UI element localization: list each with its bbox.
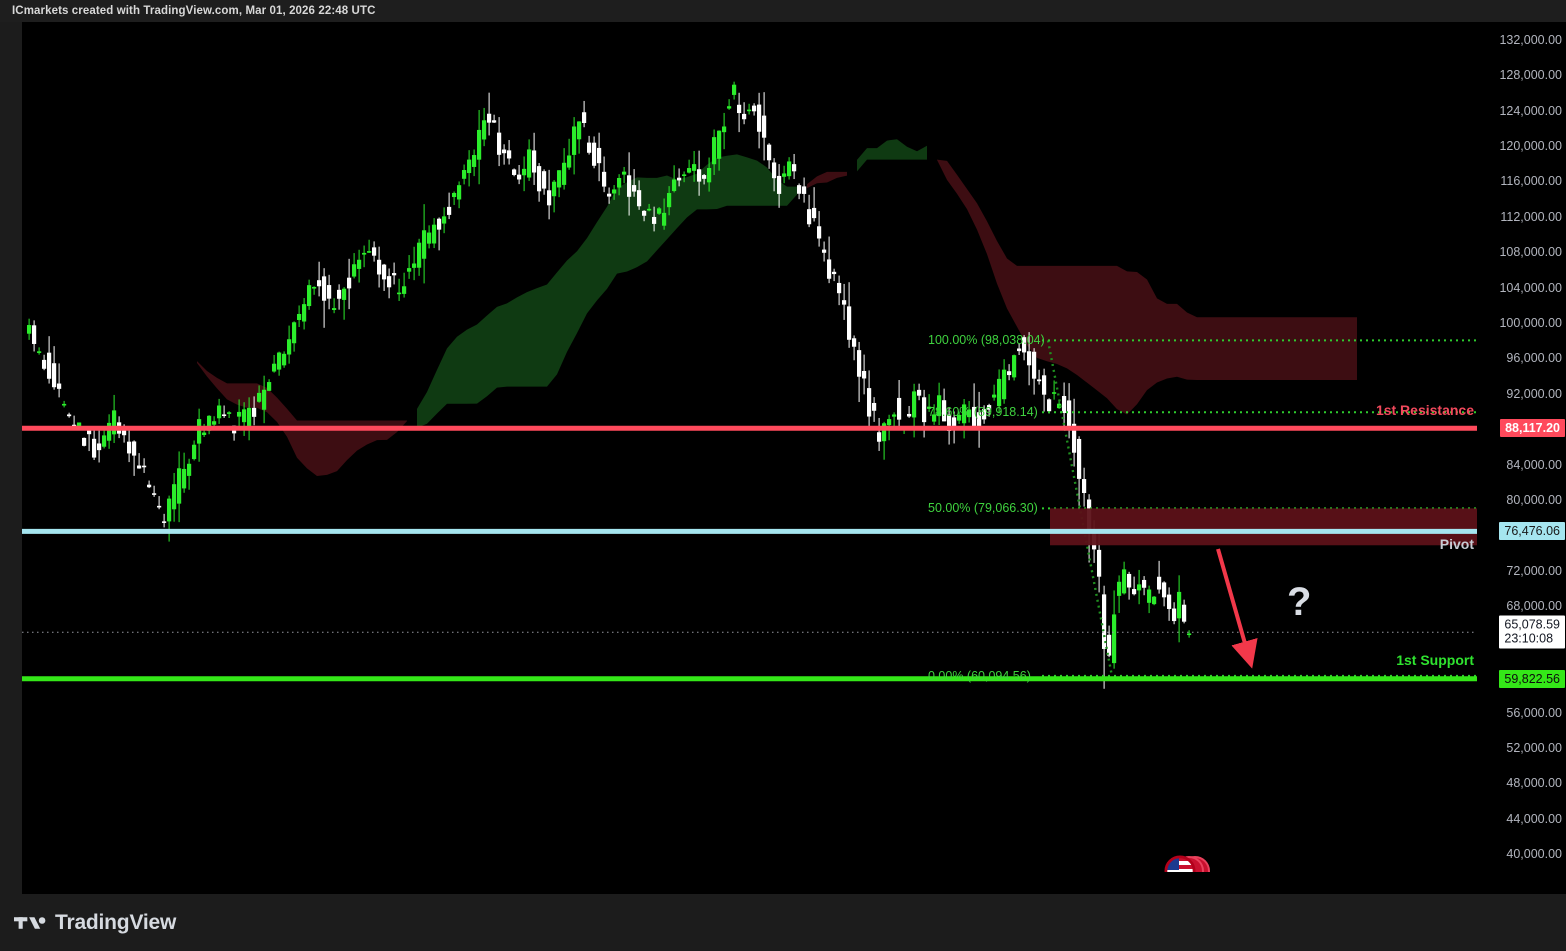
current-price-value: 65,078.59 [1504,617,1560,632]
price-tick: 92,000.00 [1506,386,1562,401]
pivot-price-tag[interactable]: 76,476.06 [1499,522,1565,541]
tradingview-logo-text: TradingView [55,910,177,934]
price-tick: 104,000.00 [1499,280,1562,295]
plot-svg [22,81,1477,689]
price-tick: 68,000.00 [1506,599,1562,614]
price-tick: 48,000.00 [1506,776,1562,791]
attribution-text: ICmarkets created with TradingView.com, … [12,5,376,17]
price-tick: 56,000.00 [1506,705,1562,720]
price-tick: 40,000.00 [1506,847,1562,862]
ichimoku-cloud [27,139,1357,477]
fib-label-100: 100.00% (98,038.04) [928,333,1045,348]
price-tick: 80,000.00 [1506,493,1562,508]
price-pane[interactable]: 100.00% (98,038.04) 78.60% (89,918.14) 5… [22,22,1477,872]
pivot-level-lines [22,425,1477,682]
fib-label-78-6: 78.60% (89,918.14) [928,405,1038,420]
chart-area[interactable]: 100.00% (98,038.04) 78.60% (89,918.14) 5… [22,22,1566,894]
price-tick: 84,000.00 [1506,457,1562,472]
support-level-label: 1st Support [1396,651,1474,668]
resistance-price-tag[interactable]: 88,117.20 [1500,419,1565,438]
resistance-level-label: 1st Resistance [1375,402,1474,419]
price-tick: 124,000.00 [1499,103,1562,118]
forecast-arrow [1216,548,1258,669]
tradingview-logo-icon [14,916,46,929]
current-price-tag[interactable]: 65,078.59 23:10:08 [1499,615,1565,649]
price-tick: 44,000.00 [1506,811,1562,826]
chart-footer: TradingView [0,894,1566,951]
price-tick: 52,000.00 [1506,741,1562,756]
us-flag-badge [1153,855,1213,872]
price-scale[interactable]: 132,000.00 128,000.00 124,000.00 120,000.00… [1477,22,1566,872]
price-tick: 116,000.00 [1500,174,1562,189]
price-tick: 132,000.00 [1499,32,1562,47]
price-tick: 100,000.00 [1499,316,1562,331]
current-price-countdown: 23:10:08 [1504,631,1554,646]
pivot-level-label: Pivot [1439,536,1474,553]
price-tick: 108,000.00 [1499,245,1562,260]
support-price-tag[interactable]: 59,822.56 [1499,669,1565,688]
pivot-band [1050,508,1477,546]
chart-header: ICmarkets created with TradingView.com, … [0,0,1566,22]
tradingview-logo: TradingView [14,911,176,935]
price-tick: 120,000.00 [1499,138,1562,153]
price-tick: 72,000.00 [1506,563,1562,578]
candlestick-series [27,81,1192,689]
price-tick: 96,000.00 [1506,351,1562,366]
question-mark-annotation: ? [1287,580,1312,624]
price-tick: 112,000.00 [1500,209,1562,224]
price-tick: 128,000.00 [1499,68,1562,83]
fib-label-50: 50.00% (79,066.30) [928,501,1038,516]
fib-label-0: 0.00% (60,094.56) [928,669,1031,684]
